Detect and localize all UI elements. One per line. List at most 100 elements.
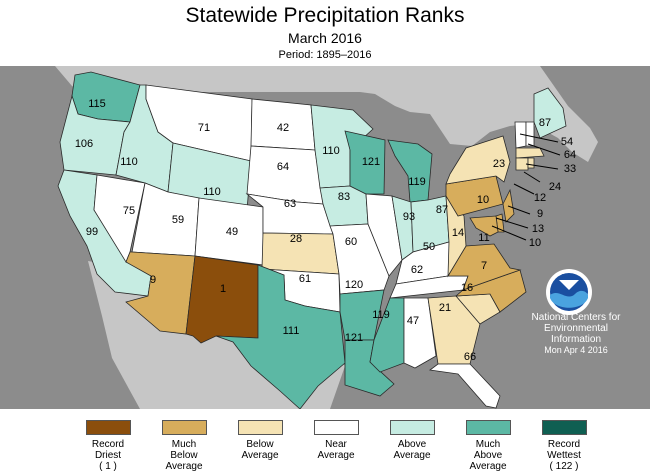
rank-label-in: 93 [403,211,415,223]
rank-label-mi: 119 [408,176,426,188]
legend-below: Below Average [218,420,302,461]
credit-line-1: National Centers for [531,312,621,323]
rank-label-de: 13 [532,223,544,235]
legend-much-above: Much Above Average [446,420,530,472]
rank-label-nm: 1 [220,283,226,295]
rank-label-sd: 64 [277,161,289,173]
state-ma [515,147,545,159]
rank-label-ia: 83 [338,191,350,203]
legend-swatch [389,420,435,435]
rank-label-ma: 33 [564,163,576,175]
rank-label-vt: 54 [561,136,573,148]
credit-block: National Centers for Environmental Infor… [520,312,632,356]
rank-label-nh: 64 [564,149,576,161]
legend-label: Much Below Average [165,439,203,472]
state-ri [527,157,535,169]
leader-line [519,133,559,143]
states-layer [57,71,567,409]
rank-label-wa: 115 [88,98,106,110]
rank-label-ks: 28 [290,233,302,245]
legend-swatch [541,420,587,435]
rank-label-tn: 62 [411,264,423,276]
rank-label-az: 9 [150,274,156,286]
rank-label-nd: 42 [277,122,289,134]
legend-near: Near Average [294,420,378,461]
legend-label: Below Average [241,439,279,461]
legend: Record Driest( 1 ) Much Below Average Below… [0,412,650,475]
rank-label-tx: 111 [283,325,300,337]
rank-label-ri: 12 [534,192,546,204]
state-tx [215,264,346,409]
rank-label-wi: 121 [362,156,380,168]
rank-label-oh: 87 [436,204,448,216]
legend-much-below: Much Below Average [142,420,226,472]
legend-record-driest: Record Driest( 1 ) [66,420,150,472]
rank-label-fl: 66 [464,351,476,363]
rank-label-nj: 9 [537,208,543,220]
rank-label-va: 11 [478,232,489,244]
legend-swatch [465,420,511,435]
credit-line-2: Environmental [544,323,608,334]
state-md [469,215,499,237]
rank-labels: 1151069911075711105994914264632861111110… [75,98,576,363]
rank-label-ne: 63 [284,198,296,210]
legend-swatch [237,420,283,435]
state-il [365,193,403,277]
legend-swatch [85,420,131,435]
state-va [447,243,522,291]
leader-line [513,183,535,195]
rank-label-nv: 75 [123,205,135,217]
rank-label-al: 47 [407,315,419,327]
state-ct [515,157,529,171]
rank-label-ga: 21 [439,302,451,314]
rank-label-ca: 99 [86,226,98,238]
legend-label: Record Driest( 1 ) [91,439,125,472]
rank-label-id: 110 [120,156,138,168]
map-subtitle: March 2016 [288,30,362,46]
leader-line [523,171,541,183]
legend-swatch [161,420,207,435]
rank-label-ut: 59 [172,214,184,226]
rank-label-mo: 60 [345,236,357,248]
svg-text:NOAA: NOAA [562,274,577,280]
rank-label-nc: 7 [481,260,487,272]
leader-line [527,143,561,156]
canada-land [55,66,598,162]
state-fl [428,363,501,409]
map-period: Period: 1895–2016 [278,49,372,61]
rank-label-wy: 110 [203,186,221,198]
state-nm [185,255,259,344]
rank-label-or: 106 [75,138,93,150]
rank-label-sc: 16 [461,282,473,294]
rank-label-la: 121 [345,332,363,344]
map-title: Statewide Precipitation Ranks [185,4,465,27]
rank-label-ky: 50 [423,241,435,253]
credit-date: Mon Apr 4 2016 [544,345,608,355]
rank-label-ct: 24 [549,181,561,193]
state-ga [427,295,481,365]
state-nh [525,121,535,147]
state-ny [445,135,511,185]
rank-label-md: 10 [529,237,541,249]
legend-label: Much Above Average [469,439,507,472]
rank-label-ny: 23 [493,158,505,170]
rank-label-mt: 71 [198,122,210,134]
credit-line-3: Information [550,334,602,345]
legend-label: Above Average [393,439,431,461]
legend-swatch [313,420,359,435]
rank-label-wv: 14 [452,227,464,239]
noaa-logo-icon: NOAA [546,269,592,315]
leader-line [495,217,529,229]
label-leader-lines [491,133,561,241]
rank-label-mn: 110 [322,145,340,157]
state-sd [246,145,324,205]
rank-label-ok: 61 [299,273,311,285]
rank-label-ms: 119 [372,309,390,321]
legend-record-wettest: Record Wettest( 122 ) [522,420,606,472]
leader-line [491,225,527,241]
legend-label: Near Average [317,439,355,461]
rank-label-pa: 10 [477,194,489,206]
legend-above: Above Average [370,420,454,461]
rank-label-co: 49 [226,226,238,238]
rank-label-ar: 120 [345,279,363,291]
